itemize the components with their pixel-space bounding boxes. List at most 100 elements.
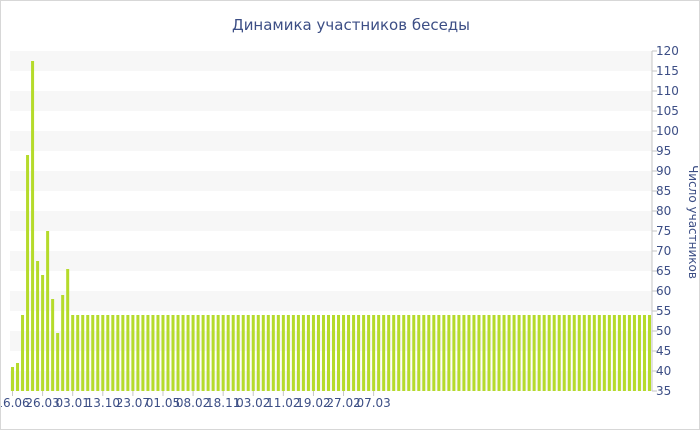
y-tick-label: 115 [656,64,679,78]
y-tick-label: 85 [656,184,671,198]
bar [121,315,125,391]
y-tick-label: 95 [656,144,671,158]
bar [291,315,295,391]
bar [497,315,501,391]
y-tick-label: 75 [656,224,671,238]
bar [607,315,611,391]
bar [276,315,280,391]
y-tick-label: 45 [656,344,671,358]
bar [41,275,45,391]
bar [261,315,265,391]
bar [76,315,80,391]
bar [246,315,250,391]
bar [56,333,60,391]
bar [352,315,356,391]
bar [321,315,325,391]
bar [256,315,260,391]
bar [161,315,165,391]
bar [86,315,90,391]
bar [397,315,401,391]
bar [231,315,235,391]
bar [296,315,300,391]
bar [131,315,135,391]
bar [437,315,441,391]
bar [271,315,275,391]
bar [577,315,581,391]
grid-band [10,91,652,111]
grid-band [10,251,652,271]
x-tick-label: 16.06 [1,396,30,410]
bar [81,315,85,391]
x-tick-label: 13.10 [86,396,120,410]
y-tick-label: 65 [656,264,671,278]
bar [106,315,110,391]
y-tick-label: 60 [656,284,671,298]
x-tick-label: 03.02 [236,396,270,410]
bar [71,315,75,391]
bar [412,315,416,391]
bar [91,315,95,391]
bar [191,315,195,391]
bar [507,315,511,391]
bar [492,315,496,391]
bar [472,315,476,391]
grid-band [10,211,652,231]
bar [66,269,70,391]
bar [422,315,426,391]
bar [156,315,160,391]
bar [281,315,285,391]
bar [387,315,391,391]
grid-band [10,331,652,351]
x-tick-label: 08.02 [176,396,210,410]
bar [547,315,551,391]
bar [637,315,641,391]
bar [51,299,55,391]
y-tick-label: 100 [656,124,679,138]
bar [176,315,180,391]
grid-band [10,131,652,151]
x-tick-label: 11.02 [266,396,300,410]
bar [337,315,341,391]
bar [572,315,576,391]
x-tick-label: 26.03 [25,396,59,410]
bar [196,315,200,391]
bar [181,315,185,391]
bar [562,315,566,391]
bar [301,315,305,391]
bar [266,315,270,391]
x-tick-label: 23.07 [116,396,150,410]
bar [442,315,446,391]
bar [602,315,606,391]
y-tick-label: 110 [656,84,679,98]
x-tick-label: 01.05 [146,396,180,410]
y-tick-label: 120 [656,44,679,58]
y-tick-label: 90 [656,164,671,178]
grid-bands [10,51,652,391]
bar [512,315,516,391]
y-tick-label: 40 [656,364,671,378]
bar [627,315,631,391]
y-tick-label: 70 [656,244,671,258]
bar [377,315,381,391]
bar [101,315,105,391]
bar [462,315,466,391]
bar [306,315,310,391]
bar [311,315,315,391]
bar [226,315,230,391]
bar [502,315,506,391]
bar [236,315,240,391]
y-axis-label: Число участников [686,165,700,279]
bar [407,315,411,391]
bar [617,315,621,391]
bar [367,315,371,391]
bar [186,315,190,391]
bar [477,315,481,391]
bar [597,315,601,391]
x-ticks: 16.0626.0303.0113.1023.0701.0508.0218.11… [1,391,391,410]
bar [447,315,451,391]
bar [467,315,471,391]
bar [567,315,571,391]
bar [221,315,225,391]
bar [362,315,366,391]
